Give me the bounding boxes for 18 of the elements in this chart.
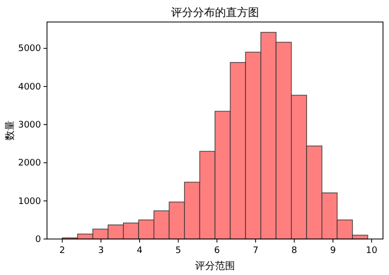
x-tick-label: 7 xyxy=(252,246,258,256)
y-tick-label: 1000 xyxy=(18,196,42,207)
x-tick-label: 5 xyxy=(175,246,182,256)
x-axis-title: 评分范围 xyxy=(195,260,235,272)
y-tick-label: 3000 xyxy=(18,120,42,130)
x-tick-label: 9 xyxy=(330,246,336,256)
chart-title: 评分分布的直方图 xyxy=(171,6,259,19)
y-tick-label: 2000 xyxy=(18,158,42,169)
x-tick-label: 4 xyxy=(136,246,143,256)
y-tick-label: 0 xyxy=(35,234,42,245)
x-tick-label: 8 xyxy=(291,246,298,256)
y-tick-label: 4000 xyxy=(18,82,42,92)
x-tick-label: 3 xyxy=(98,246,104,256)
x-tick-label: 6 xyxy=(214,246,220,256)
y-axis-title: 数量 xyxy=(5,120,16,140)
x-tick-label: 10 xyxy=(366,246,378,256)
y-tick-label: 5000 xyxy=(18,44,42,54)
x-tick-label: 2 xyxy=(59,246,66,256)
